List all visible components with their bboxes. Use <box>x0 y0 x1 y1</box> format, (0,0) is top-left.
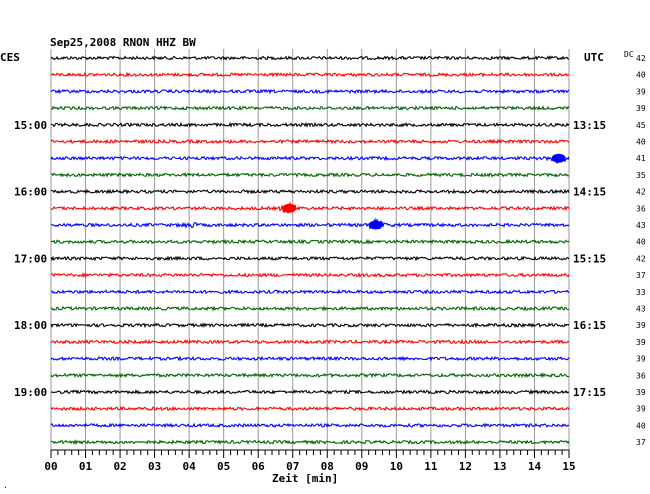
dc-value: 39 <box>636 87 646 96</box>
dc-value: 39 <box>636 321 646 330</box>
dc-value: 40 <box>636 238 646 247</box>
seismic-trace <box>50 305 570 312</box>
x-tick-label: 03 <box>148 460 161 473</box>
dc-value: 39 <box>636 355 646 364</box>
dc-value: 42 <box>636 188 646 197</box>
x-tick-label: 01 <box>79 460 93 473</box>
dc-value: 36 <box>636 371 646 380</box>
dc-value: 43 <box>636 305 646 314</box>
x-tick-label: 11 <box>424 460 438 473</box>
dc-value: 45 <box>636 121 646 130</box>
seismic-trace <box>50 422 570 429</box>
label-layer: 00 01 02 03 04 05 06 07 08 09 10 11 12 13 14 15 42 40 39 39… <box>14 54 646 473</box>
seismic-trace <box>50 121 570 128</box>
seismic-trace <box>50 105 570 111</box>
dc-value: 40 <box>636 138 646 147</box>
seismic-trace <box>50 172 570 178</box>
seismic-trace <box>50 238 570 245</box>
seismic-trace <box>50 217 570 230</box>
right-time-label: 15:15 <box>573 252 606 265</box>
left-hour-label: 18:00 <box>14 319 47 332</box>
dc-value: 40 <box>636 421 646 430</box>
x-tick-label: 13 <box>493 460 506 473</box>
corner-mark: . <box>3 481 8 490</box>
dc-value: 43 <box>636 221 646 230</box>
x-tick-label: 07 <box>286 460 299 473</box>
seismic-trace <box>50 155 570 165</box>
right-time-label: 14:15 <box>573 186 606 199</box>
left-hour-label: 19:00 <box>14 386 47 399</box>
seismic-trace <box>50 439 570 446</box>
x-tick-label: 04 <box>183 460 197 473</box>
chart-title: Sep25,2008 RNON HHZ BW <box>50 36 196 49</box>
left-axis-label: CES <box>0 51 20 64</box>
left-hour-label: 15:00 <box>14 119 47 132</box>
seismic-trace <box>50 405 570 412</box>
dc-value: 39 <box>636 338 646 347</box>
seismic-trace <box>50 138 570 145</box>
x-tick-label: 06 <box>252 460 266 473</box>
x-tick-label: 00 <box>44 460 57 473</box>
seismic-trace <box>50 188 570 195</box>
event-burst <box>368 220 383 230</box>
dc-value: 41 <box>636 154 646 163</box>
seismic-trace <box>50 389 570 395</box>
right-axis-label: UTC <box>584 51 604 64</box>
seismic-trace <box>50 288 570 295</box>
seismic-trace <box>50 322 570 329</box>
x-tick-label: 02 <box>113 460 126 473</box>
seismic-trace <box>50 71 570 78</box>
seismic-trace <box>50 255 570 262</box>
event-burst <box>282 203 297 213</box>
dc-value: 39 <box>636 104 646 113</box>
dc-value: 35 <box>636 171 646 180</box>
x-tick-label: 05 <box>217 460 230 473</box>
x-tick-label: 08 <box>321 460 334 473</box>
dc-value: 37 <box>636 271 646 280</box>
trace-layer <box>50 55 570 446</box>
right-time-label: 16:15 <box>573 319 606 332</box>
seismic-trace <box>50 55 570 61</box>
seismic-trace <box>50 338 570 345</box>
dc-value: 40 <box>636 71 646 80</box>
dc-value: 39 <box>636 405 646 414</box>
seismic-trace <box>50 88 570 95</box>
dc-value: 42 <box>636 54 646 63</box>
dc-value: 33 <box>636 288 646 297</box>
seismic-trace <box>50 355 570 362</box>
dc-label: DC <box>624 50 634 59</box>
seismic-trace <box>50 272 570 279</box>
seismic-trace <box>50 372 570 379</box>
x-tick-label: 09 <box>355 460 368 473</box>
grid-layer <box>50 49 570 458</box>
dc-value: 39 <box>636 388 646 397</box>
right-time-label: 13:15 <box>573 119 606 132</box>
x-tick-label: 12 <box>459 460 472 473</box>
x-tick-label: 15 <box>562 460 575 473</box>
dc-value: 36 <box>636 204 646 213</box>
seismic-trace <box>50 202 570 214</box>
left-hour-label: 17:00 <box>14 252 47 265</box>
right-time-label: 17:15 <box>573 386 606 399</box>
left-hour-label: 16:00 <box>14 186 47 199</box>
x-tick-label: 10 <box>390 460 403 473</box>
x-tick-label: 14 <box>528 460 542 473</box>
dc-value: 42 <box>636 254 646 263</box>
dc-value: 37 <box>636 438 646 447</box>
event-burst <box>551 153 566 163</box>
x-axis-label: Zeit [min] <box>272 472 338 485</box>
